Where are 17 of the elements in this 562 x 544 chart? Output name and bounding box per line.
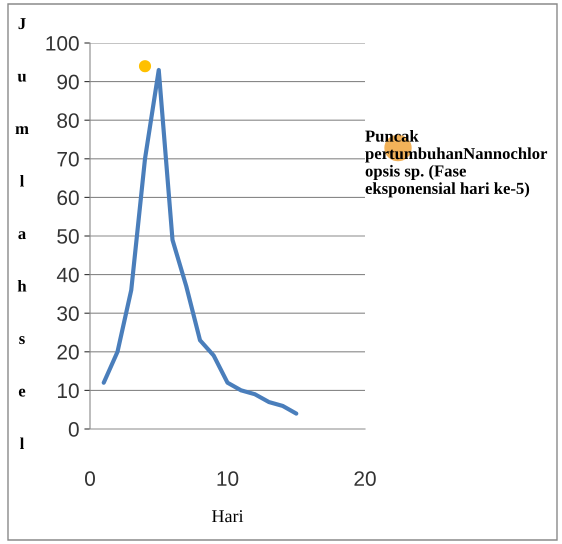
x-tick-label: 0 xyxy=(85,471,95,486)
y-tick-label: 90 xyxy=(57,74,79,90)
y-tick-label: 20 xyxy=(57,344,79,360)
y-tick-label: 80 xyxy=(57,113,79,128)
x-tick-label: 10 xyxy=(218,471,238,486)
text: Jumlah sel xyxy=(16,18,29,450)
y-tick-label: 70 xyxy=(57,152,79,167)
y-tick-label: 30 xyxy=(57,306,79,321)
y-tick-label: 10 xyxy=(58,383,79,398)
y-tick-label: 40 xyxy=(56,268,79,282)
line-series xyxy=(102,68,298,416)
y-tick-label: 60 xyxy=(57,190,79,206)
x-axis-title: Hari xyxy=(212,510,244,522)
y-tick-label: 0 xyxy=(68,422,79,437)
x-tick-label: 20 xyxy=(354,471,376,486)
y-tick-label: 50 xyxy=(57,229,79,244)
y-tick-label: 100 xyxy=(46,36,79,51)
